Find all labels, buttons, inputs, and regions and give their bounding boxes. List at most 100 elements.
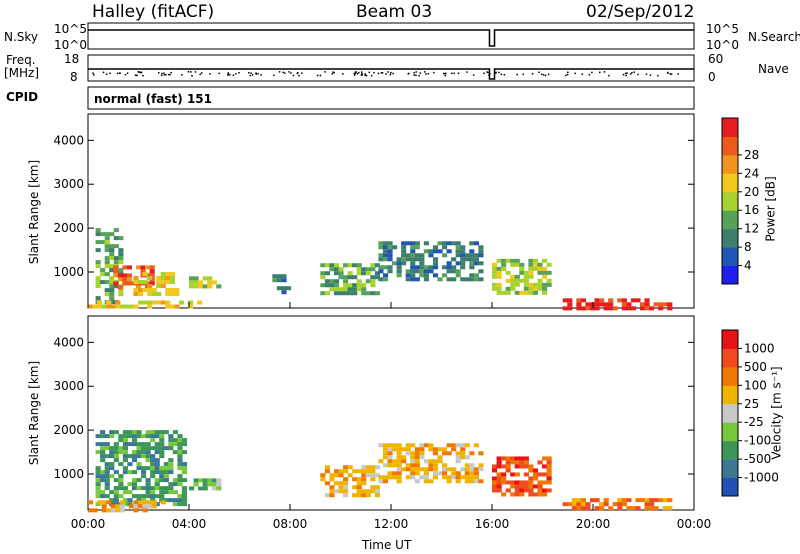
data-cell bbox=[405, 443, 411, 448]
data-cell bbox=[207, 280, 213, 285]
data-cell bbox=[414, 463, 420, 468]
data-cell bbox=[374, 263, 380, 268]
data-cell bbox=[365, 291, 371, 296]
data-cell bbox=[414, 459, 420, 464]
data-cell bbox=[410, 475, 416, 480]
data-cell bbox=[110, 304, 116, 309]
data-cell bbox=[594, 302, 600, 307]
data-cell bbox=[405, 277, 411, 282]
data-cell bbox=[320, 473, 326, 478]
data-cell bbox=[546, 488, 552, 493]
data-cell bbox=[423, 459, 429, 464]
cpid-label: CPID bbox=[6, 90, 39, 104]
data-cell bbox=[131, 442, 138, 447]
data-cell bbox=[160, 276, 166, 281]
data-cell bbox=[432, 447, 439, 452]
data-cell bbox=[464, 257, 470, 262]
data-cell bbox=[165, 300, 171, 305]
data-cell bbox=[356, 493, 362, 498]
data-cell bbox=[528, 274, 534, 279]
nave-point bbox=[500, 73, 503, 76]
data-cell bbox=[532, 258, 539, 263]
nave-point bbox=[165, 73, 167, 76]
data-cell bbox=[501, 290, 507, 295]
data-cell bbox=[410, 257, 416, 262]
data-cell bbox=[370, 291, 376, 296]
data-cell bbox=[122, 458, 128, 463]
data-cell bbox=[343, 275, 349, 280]
nsearch-tick-low: 10^0 bbox=[706, 38, 739, 52]
data-cell bbox=[505, 460, 511, 465]
data-cell bbox=[541, 266, 548, 271]
data-cell bbox=[514, 456, 520, 461]
data-cell bbox=[451, 277, 457, 282]
data-cell bbox=[451, 241, 457, 246]
data-cell bbox=[514, 472, 520, 477]
data-cell bbox=[378, 277, 384, 282]
nave-point bbox=[466, 71, 468, 73]
data-cell bbox=[667, 302, 673, 307]
colorbar-swatch bbox=[722, 191, 738, 211]
data-cell bbox=[469, 475, 475, 480]
data-cell bbox=[281, 274, 287, 279]
data-cell bbox=[338, 287, 344, 292]
nave-point bbox=[209, 73, 211, 75]
data-cell bbox=[460, 277, 466, 282]
nave-point bbox=[387, 71, 389, 73]
nave-point bbox=[516, 73, 518, 76]
data-cell bbox=[361, 283, 367, 288]
data-cell bbox=[131, 450, 138, 455]
data-cell bbox=[136, 442, 142, 447]
nave-point bbox=[544, 74, 547, 77]
data-cell bbox=[133, 292, 139, 297]
data-cell bbox=[177, 482, 183, 487]
colorbar-tick-label: -25 bbox=[744, 415, 764, 429]
data-cell bbox=[428, 253, 434, 258]
nave-point bbox=[353, 74, 356, 76]
nave-point bbox=[581, 73, 584, 75]
data-cell bbox=[523, 464, 529, 469]
data-cell bbox=[154, 470, 160, 475]
data-cell bbox=[149, 265, 155, 270]
data-cell bbox=[172, 490, 178, 495]
data-cell bbox=[172, 430, 178, 435]
data-cell bbox=[378, 269, 384, 274]
data-cell bbox=[662, 302, 668, 307]
data-cell bbox=[423, 479, 429, 484]
data-cell bbox=[523, 488, 529, 493]
data-cell bbox=[168, 446, 174, 451]
data-cell bbox=[104, 442, 110, 447]
data-cell bbox=[442, 463, 448, 468]
data-cell bbox=[401, 245, 407, 250]
data-cell bbox=[410, 261, 416, 266]
data-cell bbox=[95, 474, 101, 479]
data-cell bbox=[343, 465, 349, 470]
data-cell bbox=[410, 467, 416, 472]
data-cell bbox=[141, 466, 147, 471]
data-cell bbox=[546, 460, 552, 465]
y-tick-label: 4000 bbox=[53, 335, 84, 349]
data-cell bbox=[216, 284, 222, 289]
data-cell bbox=[154, 458, 160, 463]
nave-point bbox=[140, 71, 143, 74]
data-cell bbox=[396, 261, 402, 266]
nave-point bbox=[297, 71, 299, 74]
data-cell bbox=[95, 248, 101, 253]
data-cell bbox=[106, 300, 112, 305]
data-cell bbox=[370, 489, 376, 494]
data-cell bbox=[374, 275, 380, 280]
nave-point bbox=[415, 74, 417, 77]
data-cell bbox=[109, 244, 115, 249]
data-cell bbox=[505, 258, 511, 263]
data-cell bbox=[141, 474, 147, 479]
nave-point bbox=[278, 71, 281, 73]
data-cell bbox=[532, 282, 539, 287]
data-cell bbox=[519, 460, 525, 465]
data-cell bbox=[118, 252, 124, 257]
colorbar-swatch bbox=[722, 136, 738, 156]
data-cell bbox=[635, 498, 641, 503]
data-cell bbox=[361, 465, 367, 470]
data-cell bbox=[352, 477, 358, 482]
data-cell bbox=[172, 482, 178, 487]
data-cell bbox=[370, 485, 376, 490]
